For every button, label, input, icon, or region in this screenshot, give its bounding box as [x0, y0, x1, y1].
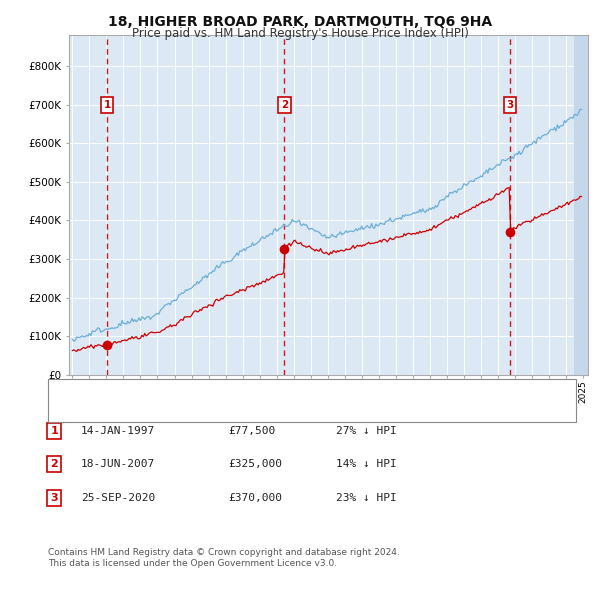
Text: 3: 3: [506, 100, 514, 110]
Text: Contains HM Land Registry data © Crown copyright and database right 2024.
This d: Contains HM Land Registry data © Crown c…: [48, 548, 400, 568]
Text: 14-JAN-1997: 14-JAN-1997: [81, 426, 155, 435]
Text: 27% ↓ HPI: 27% ↓ HPI: [336, 426, 397, 435]
Text: 1: 1: [103, 100, 111, 110]
Text: HPI: Average price, detached house, South Hams: HPI: Average price, detached house, Sout…: [86, 405, 342, 415]
Bar: [574, 35, 588, 375]
Text: 2: 2: [50, 460, 58, 469]
Text: 25-SEP-2020: 25-SEP-2020: [81, 493, 155, 503]
Text: £370,000: £370,000: [228, 493, 282, 503]
Text: 18-JUN-2007: 18-JUN-2007: [81, 460, 155, 469]
Text: 18, HIGHER BROAD PARK, DARTMOUTH, TQ6 9HA: 18, HIGHER BROAD PARK, DARTMOUTH, TQ6 9H…: [108, 15, 492, 29]
Text: 14% ↓ HPI: 14% ↓ HPI: [336, 460, 397, 469]
Text: 23% ↓ HPI: 23% ↓ HPI: [336, 493, 397, 503]
Text: £325,000: £325,000: [228, 460, 282, 469]
Text: 1: 1: [50, 426, 58, 435]
Text: 3: 3: [50, 493, 58, 503]
Text: 18, HIGHER BROAD PARK, DARTMOUTH, TQ6 9HA (detached house): 18, HIGHER BROAD PARK, DARTMOUTH, TQ6 9H…: [86, 386, 437, 396]
Text: Price paid vs. HM Land Registry's House Price Index (HPI): Price paid vs. HM Land Registry's House …: [131, 27, 469, 40]
Text: £77,500: £77,500: [228, 426, 275, 435]
Text: 2: 2: [281, 100, 288, 110]
